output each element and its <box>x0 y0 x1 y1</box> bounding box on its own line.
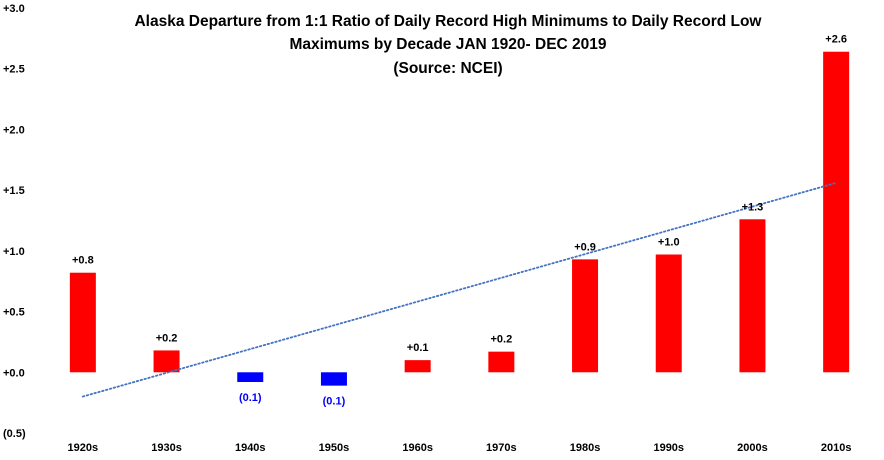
x-tick-label: 1920s <box>68 442 99 454</box>
data-label: +0.2 <box>156 332 178 344</box>
bar-1940s <box>237 372 264 382</box>
bar-2010s <box>823 51 850 373</box>
x-tick-label: 1990s <box>653 442 684 454</box>
data-labels: +0.8 +0.2 (0.1) (0.1) +0.1 +0.2 +0.9 +1.0 +1.3 +2… <box>72 34 847 408</box>
bar-1950s <box>320 372 347 386</box>
chart-title-line: (Source: NCEI) <box>393 60 502 77</box>
x-tick-label: 1930s <box>151 442 182 454</box>
x-tick-label: 2010s <box>821 442 852 454</box>
linear-trendline <box>81 181 838 398</box>
chart-title-line: Alaska Departure from 1:1 Ratio of Daily… <box>134 13 762 30</box>
data-label: +0.9 <box>574 241 596 253</box>
data-label: +1.3 <box>742 201 764 213</box>
y-tick-label: +1.0 <box>3 246 25 258</box>
data-label: +0.1 <box>407 342 429 354</box>
chart-title-line: Maximums by Decade JAN 1920- DEC 2019 <box>289 36 606 53</box>
bar-1930s <box>153 350 180 373</box>
x-axis: 1920s 1930s 1940s 1950s 1960s 1970s 1980s 1990s… <box>68 442 852 454</box>
data-label: (0.1) <box>323 396 346 408</box>
data-label: +0.2 <box>490 334 512 346</box>
trendline <box>81 181 838 398</box>
bar-1980s <box>572 259 599 373</box>
x-tick-label: 1940s <box>235 442 266 454</box>
x-tick-label: 2000s <box>737 442 768 454</box>
x-tick-label: 1970s <box>486 442 517 454</box>
y-tick-label: +3.0 <box>3 3 25 15</box>
bars <box>69 51 850 386</box>
y-tick-label: (0.5) <box>3 428 26 440</box>
bar-1920s <box>69 272 96 373</box>
y-tick-label: +2.5 <box>3 64 25 76</box>
bar-1970s <box>488 351 515 373</box>
data-label: +1.0 <box>658 237 680 249</box>
bar-2000s <box>739 219 766 373</box>
x-tick-label: 1960s <box>402 442 433 454</box>
y-axis: +3.0 +2.5 +2.0 +1.5 +1.0 +0.5 +0.0 (0.5) <box>3 3 26 440</box>
data-label: +2.6 <box>825 34 847 46</box>
bar-1990s <box>655 254 682 373</box>
y-tick-label: +0.0 <box>3 367 25 379</box>
y-tick-label: +2.0 <box>3 124 25 136</box>
chart-title: Alaska Departure from 1:1 Ratio of Daily… <box>134 13 762 77</box>
y-tick-label: +1.5 <box>3 185 25 197</box>
y-tick-label: +0.5 <box>3 307 25 319</box>
data-label: (0.1) <box>239 392 262 404</box>
data-label: +0.8 <box>72 255 94 267</box>
x-tick-label: 1950s <box>319 442 350 454</box>
x-tick-label: 1980s <box>570 442 601 454</box>
bar-1960s <box>404 360 431 373</box>
